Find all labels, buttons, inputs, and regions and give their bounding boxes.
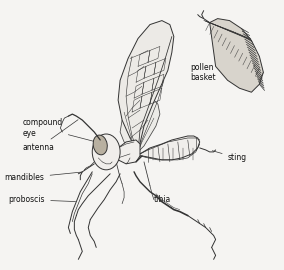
Ellipse shape: [93, 135, 107, 155]
Polygon shape: [118, 21, 174, 152]
Text: proboscis: proboscis: [9, 195, 76, 204]
Text: sting: sting: [212, 151, 247, 162]
Text: compound
eye: compound eye: [23, 118, 93, 141]
Text: antenna: antenna: [23, 120, 78, 153]
Text: mandibles: mandibles: [5, 172, 82, 182]
Text: pollen
basket: pollen basket: [190, 63, 239, 82]
Ellipse shape: [92, 134, 120, 170]
Polygon shape: [114, 140, 140, 164]
Polygon shape: [120, 98, 160, 152]
Polygon shape: [210, 19, 263, 92]
Polygon shape: [136, 136, 200, 160]
Text: tibia: tibia: [154, 195, 172, 208]
